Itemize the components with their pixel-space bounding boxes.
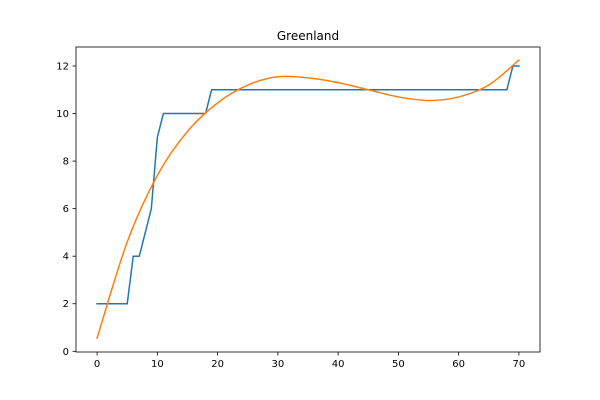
axes-frame (75, 46, 541, 353)
y-tick-label: 2 (63, 299, 69, 310)
x-tick-label: 60 (452, 359, 465, 370)
x-tick-label: 30 (272, 359, 285, 370)
x-tick-label: 0 (94, 359, 100, 370)
x-tick-label: 20 (211, 359, 224, 370)
x-tick-label: 50 (392, 359, 405, 370)
y-tick-label: 8 (63, 157, 69, 168)
x-tick-label: 40 (332, 359, 345, 370)
y-tick-label: 4 (63, 252, 69, 263)
series-line-1 (96, 65, 520, 305)
series-line-2 (96, 59, 520, 340)
y-tick-label: 10 (56, 109, 69, 120)
x-axis: 0 10 20 30 40 50 60 70 (94, 352, 525, 370)
x-tick-label: 70 (513, 359, 526, 370)
y-tick-label: 12 (56, 62, 69, 73)
y-tick-label: 6 (63, 204, 69, 215)
y-tick-label: 0 (63, 347, 69, 358)
y-axis: 0 2 4 6 8 10 12 (56, 62, 76, 358)
series-layer (96, 59, 520, 340)
x-tick-label: 10 (151, 359, 164, 370)
chart-title: Greenland (277, 29, 339, 43)
